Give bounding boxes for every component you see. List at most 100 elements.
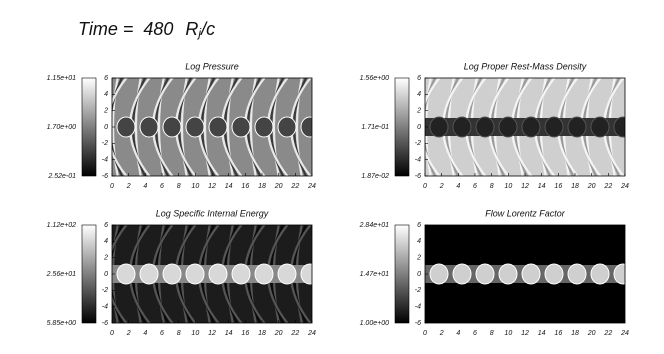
colorbar — [81, 77, 97, 177]
colorbar-label: 1.47e+01 — [360, 271, 389, 278]
x-tick-label: 16 — [241, 330, 249, 337]
y-tick-label: -4 — [102, 304, 108, 311]
knot — [185, 263, 205, 285]
y-tick-label: -2 — [415, 140, 421, 147]
x-tick-label: 0 — [423, 330, 427, 337]
knot — [277, 116, 297, 138]
colorbar-label: 1.15e+01 — [47, 75, 76, 82]
x-tick-label: 2 — [439, 330, 444, 337]
y-tick-label: 4 — [417, 238, 421, 245]
x-tick-label: 0 — [110, 183, 114, 190]
colorbar-label: 2.56e+01 — [46, 271, 76, 278]
x-tick-label: 14 — [225, 183, 233, 190]
knot — [498, 263, 518, 285]
x-tick-label: 8 — [490, 183, 494, 190]
knot — [277, 263, 297, 285]
shock-arc — [134, 78, 142, 176]
y-tick-label: 0 — [104, 124, 108, 131]
y-tick-label: 4 — [104, 238, 108, 245]
y-tick-label: 0 — [104, 271, 108, 278]
x-tick-label: 18 — [258, 330, 266, 337]
x-tick-label: 24 — [307, 330, 316, 337]
knot — [208, 263, 228, 285]
x-tick-label: 4 — [456, 330, 460, 337]
knot — [116, 116, 136, 138]
shock-arc — [295, 78, 303, 176]
knot — [567, 116, 587, 138]
knot — [429, 263, 449, 285]
colorbar — [81, 224, 97, 324]
panel-image — [425, 225, 625, 323]
x-tick-label: 6 — [160, 330, 164, 337]
y-tick-label: -2 — [415, 287, 421, 294]
knot — [139, 263, 159, 285]
shock-arc — [203, 78, 211, 176]
x-tick-label: 10 — [504, 330, 512, 337]
x-tick-label: 14 — [225, 330, 233, 337]
knot — [590, 263, 610, 285]
x-tick-label: 22 — [603, 330, 612, 337]
y-tick-label: -2 — [102, 287, 108, 294]
colorbar-label: 1.87e-02 — [361, 173, 389, 180]
y-tick-label: 2 — [416, 255, 421, 262]
knot — [544, 263, 564, 285]
colorbar-label: 2.84e+01 — [359, 222, 389, 229]
colorbar-label: 5.85e+00 — [47, 320, 76, 327]
knot — [452, 116, 472, 138]
panel-image — [425, 78, 625, 176]
knot — [208, 116, 228, 138]
x-tick-label: 22 — [290, 330, 299, 337]
shock-arc — [180, 78, 188, 176]
knot — [300, 116, 312, 138]
knot — [613, 263, 625, 285]
colorbar-label: 1.70e+00 — [47, 124, 76, 131]
knot — [475, 263, 495, 285]
shock-arc — [425, 78, 437, 176]
x-tick-label: 20 — [587, 183, 596, 190]
x-tick-label: 0 — [423, 183, 427, 190]
x-tick-label: 6 — [473, 183, 477, 190]
knot — [162, 263, 182, 285]
x-tick-label: 12 — [521, 330, 529, 337]
shock-arc — [112, 78, 124, 176]
y-tick-label: 6 — [417, 222, 421, 229]
knot — [475, 116, 495, 138]
y-tick-label: 4 — [104, 91, 108, 98]
x-tick-label: 4 — [143, 183, 147, 190]
colorbar — [394, 77, 410, 177]
x-tick-label: 2 — [126, 330, 131, 337]
x-tick-label: 24 — [307, 183, 316, 190]
knot — [452, 263, 472, 285]
knot — [429, 116, 449, 138]
knot — [521, 116, 541, 138]
colorbar-label: 1.00e+00 — [360, 320, 389, 327]
knot — [254, 116, 274, 138]
x-tick-label: 20 — [274, 330, 283, 337]
shock-arc — [112, 78, 128, 176]
colorbar-label: 1.12e+02 — [47, 222, 76, 229]
knot — [300, 263, 312, 285]
y-tick-label: 2 — [103, 255, 108, 262]
panel-title: Log Pressure — [185, 61, 239, 71]
x-tick-label: 24 — [620, 183, 629, 190]
colorbar-label: 2.52e-01 — [47, 173, 76, 180]
x-tick-label: 12 — [208, 183, 216, 190]
x-tick-label: 2 — [439, 183, 444, 190]
knot — [231, 116, 251, 138]
x-tick-label: 18 — [258, 183, 266, 190]
knot — [521, 263, 541, 285]
x-tick-label: 14 — [538, 183, 546, 190]
y-tick-label: -4 — [102, 157, 108, 164]
knot — [254, 263, 274, 285]
x-tick-label: 4 — [456, 183, 460, 190]
x-tick-label: 22 — [603, 183, 612, 190]
knot — [613, 116, 625, 138]
x-tick-label: 18 — [571, 330, 579, 337]
y-tick-label: 4 — [417, 91, 421, 98]
shock-arc — [425, 78, 441, 176]
panel-image — [112, 225, 312, 323]
x-tick-label: 10 — [504, 183, 512, 190]
x-tick-label: 10 — [191, 330, 199, 337]
knot — [139, 116, 159, 138]
